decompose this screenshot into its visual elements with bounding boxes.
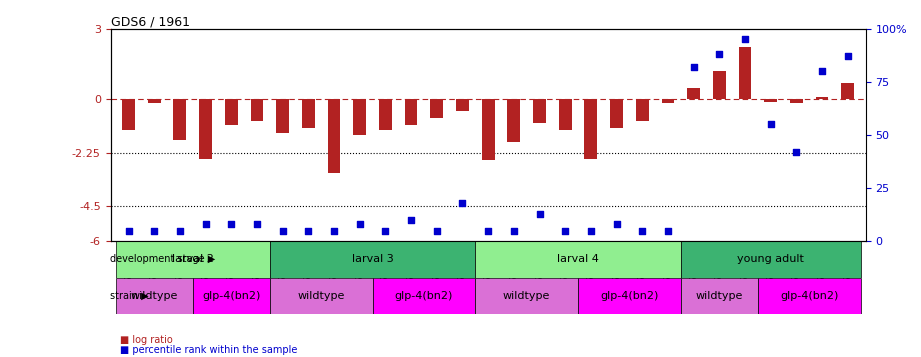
- Bar: [610, 100, 623, 128]
- Point: [146, 228, 161, 233]
- Point: [250, 221, 264, 227]
- Point: [224, 221, 239, 227]
- Point: [532, 211, 547, 216]
- Point: [198, 221, 213, 227]
- FancyBboxPatch shape: [270, 241, 475, 278]
- Point: [172, 228, 187, 233]
- Bar: [585, 100, 598, 159]
- Bar: [842, 83, 854, 100]
- Text: glp-4(bn2): glp-4(bn2): [202, 291, 261, 301]
- Text: ■ percentile rank within the sample: ■ percentile rank within the sample: [120, 346, 297, 356]
- Text: wildtype: wildtype: [503, 291, 551, 301]
- Point: [429, 228, 444, 233]
- Point: [712, 51, 727, 57]
- Point: [584, 228, 599, 233]
- Bar: [251, 100, 263, 121]
- Point: [789, 149, 804, 155]
- Text: wildtype: wildtype: [695, 291, 743, 301]
- Text: strain ▶: strain ▶: [110, 291, 148, 301]
- Point: [558, 228, 573, 233]
- Point: [815, 68, 830, 74]
- Bar: [199, 100, 212, 159]
- Bar: [482, 100, 495, 160]
- Point: [738, 36, 752, 42]
- Point: [507, 228, 521, 233]
- Point: [275, 228, 290, 233]
- Bar: [816, 97, 829, 100]
- FancyBboxPatch shape: [681, 241, 860, 278]
- Point: [122, 228, 136, 233]
- Text: ■ log ratio: ■ log ratio: [120, 335, 172, 345]
- Bar: [147, 100, 160, 103]
- Bar: [379, 100, 391, 130]
- Text: larval 2: larval 2: [172, 255, 214, 265]
- Bar: [559, 100, 572, 130]
- Point: [378, 228, 392, 233]
- Bar: [764, 100, 777, 102]
- Point: [403, 217, 418, 223]
- Bar: [635, 100, 648, 121]
- Point: [327, 228, 342, 233]
- Bar: [302, 100, 315, 128]
- FancyBboxPatch shape: [116, 241, 270, 278]
- Bar: [328, 100, 341, 173]
- Bar: [739, 47, 752, 100]
- Text: development stage ▶: development stage ▶: [110, 255, 216, 265]
- Bar: [790, 100, 803, 103]
- Point: [609, 221, 624, 227]
- Point: [686, 64, 701, 70]
- Point: [764, 121, 778, 127]
- Point: [840, 53, 855, 59]
- Point: [301, 228, 316, 233]
- Text: glp-4(bn2): glp-4(bn2): [780, 291, 838, 301]
- Point: [455, 200, 470, 206]
- Bar: [533, 100, 546, 123]
- Text: larval 4: larval 4: [557, 255, 599, 265]
- Text: young adult: young adult: [737, 255, 804, 265]
- Text: GDS6 / 1961: GDS6 / 1961: [111, 16, 190, 29]
- Bar: [122, 100, 134, 130]
- Text: wildtype: wildtype: [131, 291, 178, 301]
- FancyBboxPatch shape: [475, 278, 578, 314]
- FancyBboxPatch shape: [192, 278, 270, 314]
- Bar: [456, 100, 469, 111]
- Bar: [430, 100, 443, 119]
- Text: glp-4(bn2): glp-4(bn2): [600, 291, 659, 301]
- Point: [660, 228, 675, 233]
- Bar: [404, 100, 417, 125]
- FancyBboxPatch shape: [681, 278, 758, 314]
- Bar: [687, 87, 700, 100]
- Point: [353, 221, 367, 227]
- Point: [635, 228, 649, 233]
- FancyBboxPatch shape: [758, 278, 860, 314]
- FancyBboxPatch shape: [475, 241, 681, 278]
- FancyBboxPatch shape: [270, 278, 372, 314]
- Bar: [713, 71, 726, 100]
- Text: glp-4(bn2): glp-4(bn2): [395, 291, 453, 301]
- Bar: [354, 100, 367, 135]
- Bar: [173, 100, 186, 140]
- FancyBboxPatch shape: [578, 278, 681, 314]
- Text: wildtype: wildtype: [297, 291, 344, 301]
- Text: larval 3: larval 3: [352, 255, 393, 265]
- Point: [481, 228, 495, 233]
- Bar: [225, 100, 238, 125]
- Bar: [661, 100, 674, 103]
- FancyBboxPatch shape: [372, 278, 475, 314]
- FancyBboxPatch shape: [116, 278, 192, 314]
- Bar: [507, 100, 520, 142]
- Bar: [276, 100, 289, 132]
